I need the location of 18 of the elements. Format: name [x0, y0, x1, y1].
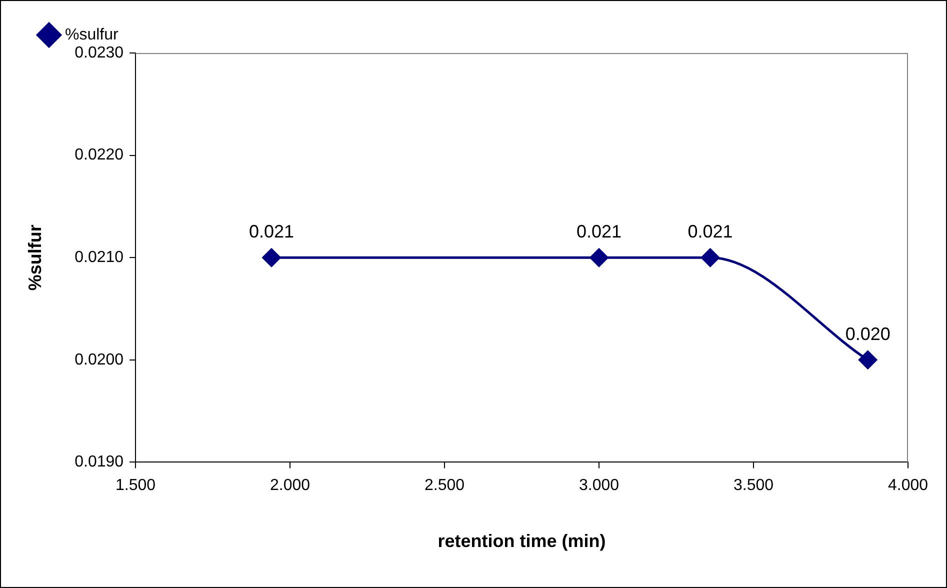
y-axis-title: %sulfur	[24, 224, 45, 291]
y-tick-label: 0.0200	[74, 351, 124, 368]
data-label: 0.021	[576, 222, 622, 242]
data-label: 0.020	[845, 324, 890, 344]
x-tick-label: 2.500	[424, 477, 465, 494]
x-axis-title: retention time (min)	[438, 531, 606, 552]
y-tick-label: 0.0190	[74, 454, 124, 471]
x-tick-label: 3.500	[733, 477, 774, 494]
y-tick-label: 0.0210	[74, 249, 124, 266]
x-tick-label: 1.500	[116, 477, 156, 494]
x-tick-label: 2.000	[270, 477, 310, 494]
legend-label: %sulfur	[65, 26, 120, 44]
data-label: 0.021	[688, 222, 733, 242]
x-tick-label: 4.000	[888, 477, 928, 494]
y-tick-label: 0.0220	[74, 146, 124, 164]
x-tick-label: 3.000	[578, 477, 620, 494]
data-label: 0.021	[248, 222, 294, 242]
y-tick-label: 0.0230	[74, 44, 124, 62]
